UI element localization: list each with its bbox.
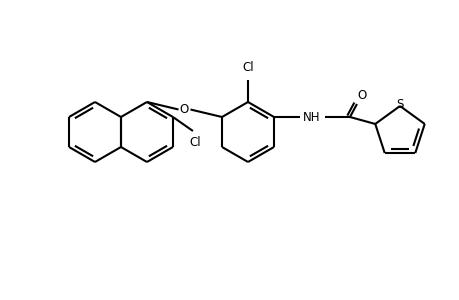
Text: S: S [396, 98, 403, 110]
Text: O: O [357, 88, 366, 101]
Text: Cl: Cl [189, 136, 200, 149]
Text: O: O [179, 103, 189, 116]
Text: NH: NH [302, 110, 320, 124]
Text: Cl: Cl [241, 61, 253, 74]
